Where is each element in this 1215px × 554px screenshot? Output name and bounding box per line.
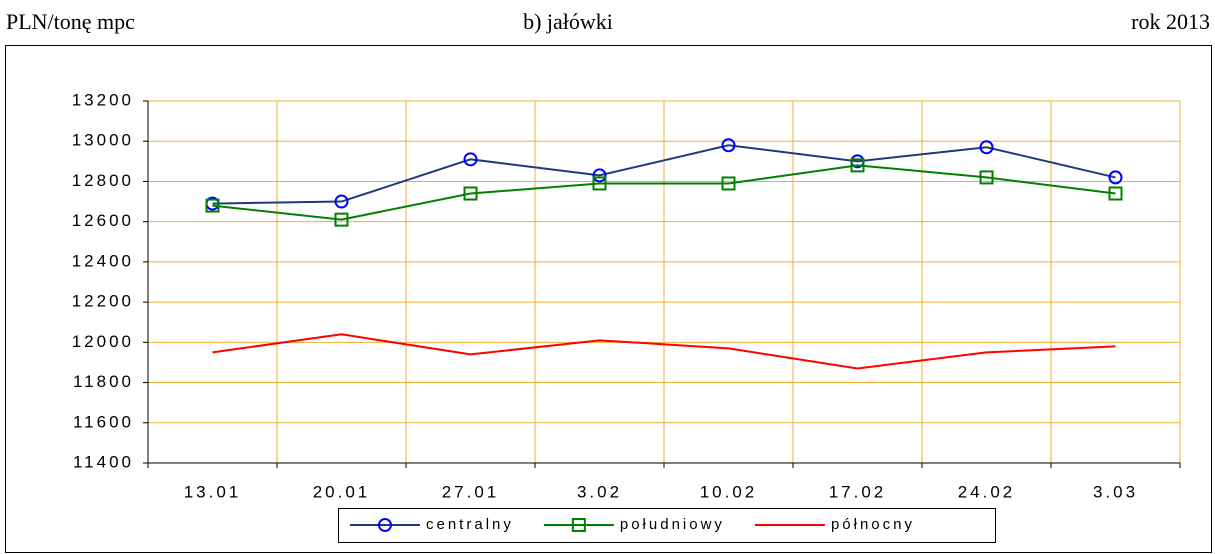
x-tick-label: 3.02 xyxy=(577,482,622,501)
x-tick-label: 20.01 xyxy=(313,482,371,501)
marker xyxy=(334,194,349,209)
legend-marker xyxy=(571,518,586,532)
y-tick-label: 13200 xyxy=(72,90,134,109)
legend-label: południowy xyxy=(620,516,725,533)
marker xyxy=(463,186,478,201)
marker xyxy=(463,152,478,167)
marker xyxy=(592,176,607,191)
series-line xyxy=(212,144,1116,205)
legend-marker xyxy=(378,518,392,532)
y-tick-label: 11800 xyxy=(73,372,134,391)
series-line xyxy=(212,333,1116,370)
marker xyxy=(721,176,736,191)
chart-frame xyxy=(5,45,1212,553)
marker xyxy=(592,168,607,183)
y-tick-label: 12600 xyxy=(72,211,134,230)
x-tick-label: 27.01 xyxy=(442,482,500,501)
marker xyxy=(721,138,736,153)
marker xyxy=(850,158,865,173)
y-tick-label: 12400 xyxy=(72,251,134,270)
series-line xyxy=(212,164,1116,221)
x-tick-label: 13.01 xyxy=(184,482,242,501)
unit-label: PLN/tonę mpc xyxy=(6,9,135,34)
legend: centralny południowy północny xyxy=(338,508,996,543)
y-tick-label: 11600 xyxy=(73,412,134,431)
marker xyxy=(334,212,349,227)
legend-label: centralny xyxy=(426,516,514,533)
legend-box xyxy=(338,508,996,543)
y-tick-label: 12200 xyxy=(72,292,134,311)
marker xyxy=(205,198,220,213)
chart-title: b) jałówki xyxy=(523,9,613,34)
marker xyxy=(979,140,994,155)
y-tick-label: 13000 xyxy=(72,131,134,150)
marker xyxy=(1108,186,1123,201)
x-tick-label: 10.02 xyxy=(700,482,758,501)
marker xyxy=(1108,170,1123,185)
x-tick-label: 17.02 xyxy=(829,482,887,501)
marker xyxy=(979,170,994,185)
x-tick-label: 3.03 xyxy=(1093,482,1138,501)
y-tick-label: 11400 xyxy=(73,452,134,471)
x-tick-label: 24.02 xyxy=(958,482,1016,501)
legend-label: północny xyxy=(831,516,915,533)
year-label: rok 2013 xyxy=(1131,9,1210,34)
y-tick-label: 12000 xyxy=(72,332,134,351)
y-tick-label: 12800 xyxy=(72,171,134,190)
